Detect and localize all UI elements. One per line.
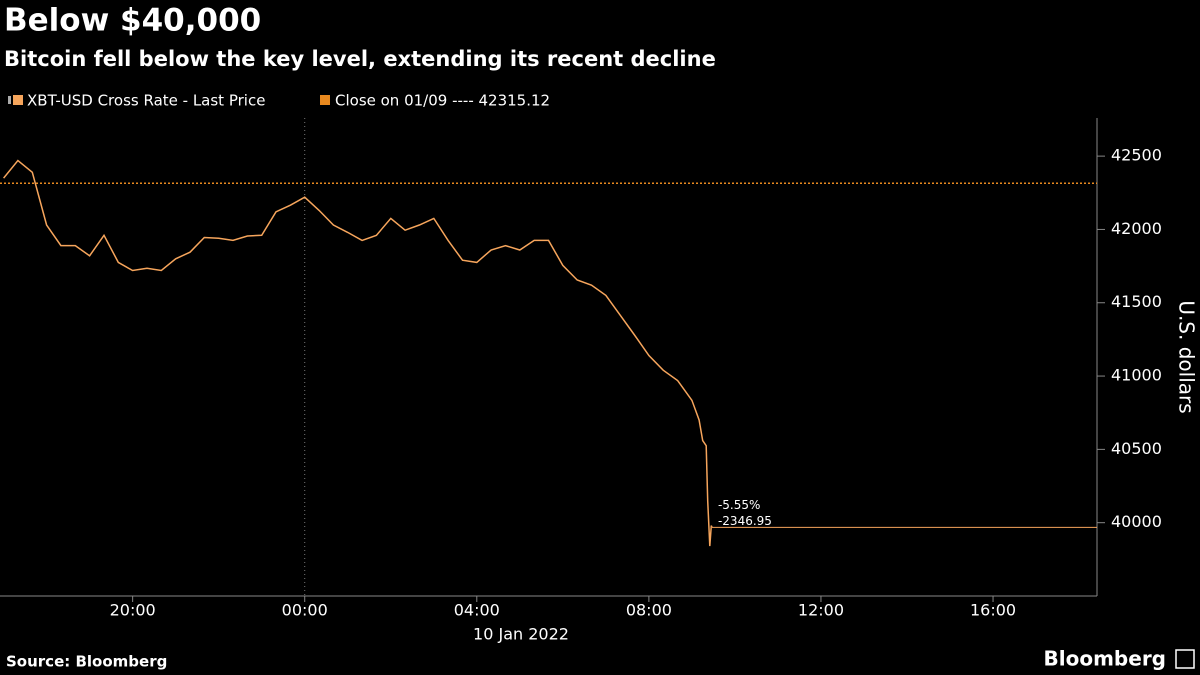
price-line [3, 159, 713, 547]
chart-title: Below $40,000 [4, 3, 261, 39]
y-axis-title: U.S. dollars [1175, 300, 1199, 413]
x-date-label: 10 Jan 2022 [473, 625, 569, 644]
y-tick-label: 41500 [1111, 292, 1162, 311]
source: Source: Bloomberg [6, 653, 167, 671]
legend-label: XBT-USD Cross Rate - Last Price [27, 92, 265, 110]
x-tick-label: 16:00 [970, 601, 1016, 620]
legend-swatch [320, 95, 330, 105]
x-tick-label: 20:00 [110, 601, 156, 620]
legend-swatch [13, 95, 23, 105]
annotation: -2346.95 [718, 514, 772, 528]
annotation: -5.55% [718, 498, 760, 512]
y-tick-label: 42500 [1111, 146, 1162, 165]
y-tick-label: 41000 [1111, 366, 1162, 385]
x-tick-label: 00:00 [282, 601, 328, 620]
brand: Bloomberg [1044, 647, 1166, 671]
x-tick-label: 04:00 [454, 601, 500, 620]
legend-label: Close on 01/09 ---- 42315.12 [335, 92, 550, 110]
brand-icon [1175, 649, 1195, 669]
legend-line-icon [8, 96, 11, 104]
x-tick-label: 12:00 [798, 601, 844, 620]
x-tick-label: 08:00 [626, 601, 672, 620]
y-tick-label: 40500 [1111, 439, 1162, 458]
y-tick-label: 40000 [1111, 512, 1162, 531]
chart-subtitle: Bitcoin fell below the key level, extend… [4, 47, 716, 71]
y-tick-label: 42000 [1111, 219, 1162, 238]
